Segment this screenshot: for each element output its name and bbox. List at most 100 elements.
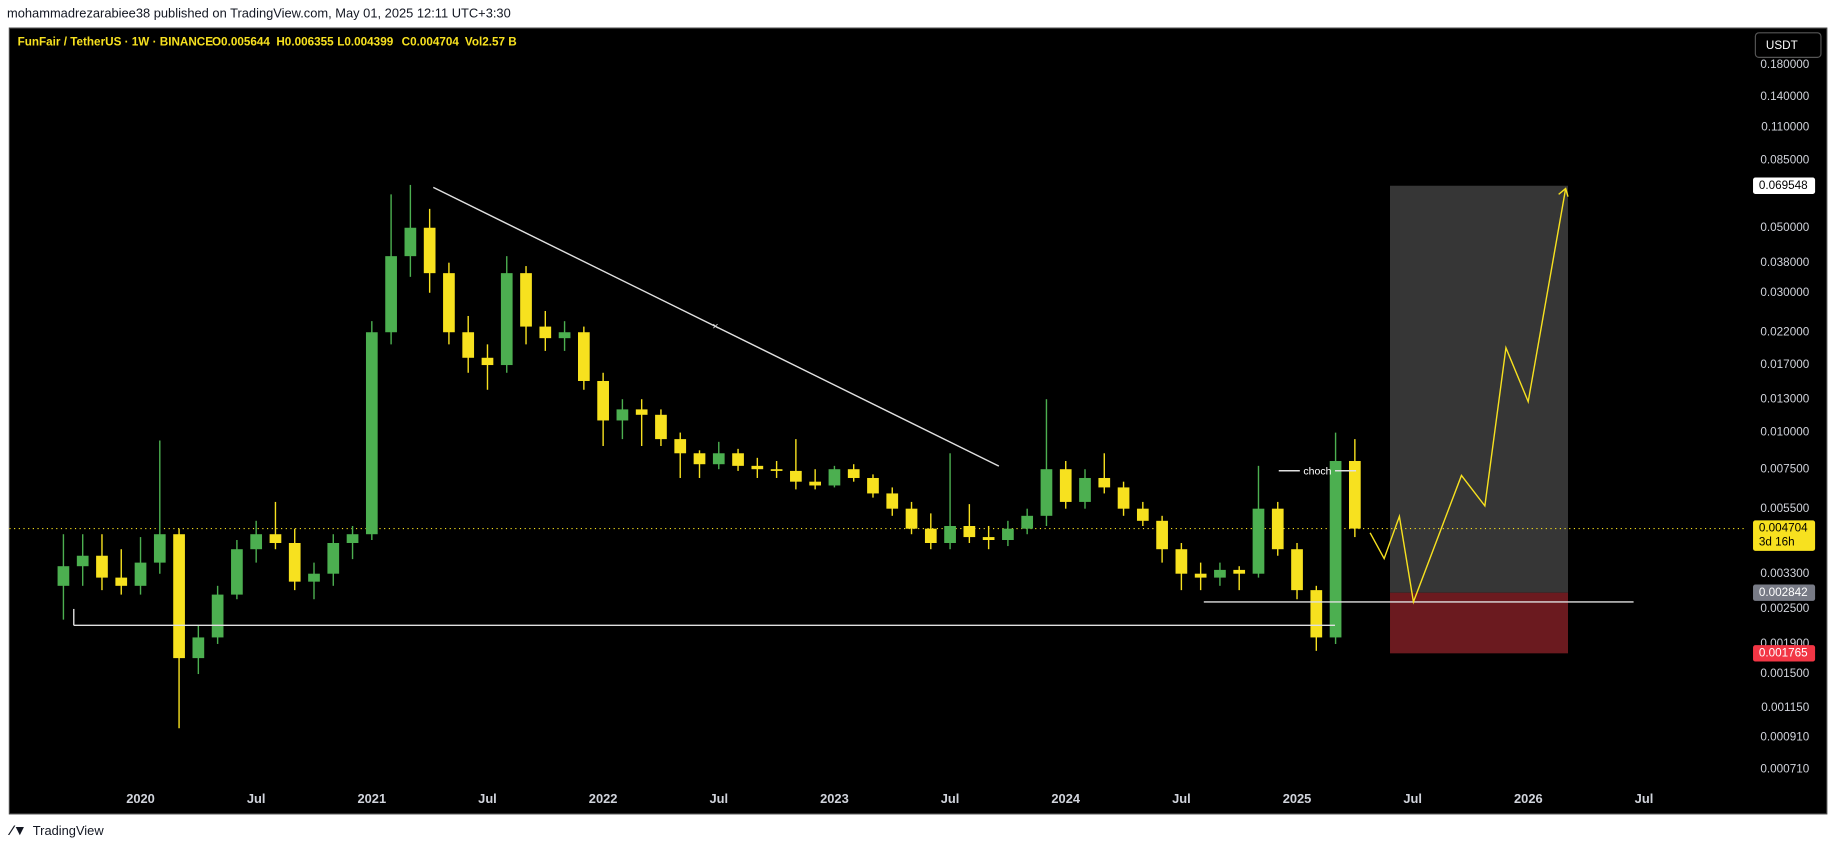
candle-body [1271, 508, 1284, 550]
x-tick-label: 2025 [1283, 791, 1312, 806]
candle-body [577, 332, 590, 381]
price-marker [1753, 584, 1816, 601]
y-tick-label: 0.001500 [1760, 667, 1809, 680]
candle-body [1194, 573, 1207, 578]
x-tick-label: Jul [1635, 791, 1654, 806]
candle-body [365, 332, 378, 535]
publish-line: mohammadrezarabiee38 published on Tradin… [7, 5, 511, 20]
y-tick-label: 0.000710 [1760, 762, 1809, 775]
x-tick-label: Jul [478, 791, 497, 806]
price-marker [1753, 177, 1816, 194]
candle-body [1233, 569, 1246, 574]
x-tick-label: Jul [709, 791, 728, 806]
candle-body [1175, 549, 1188, 574]
readout-item: H0.006355 [276, 35, 334, 48]
candle-body [1156, 520, 1168, 550]
candle-body [385, 256, 397, 333]
candle-body [96, 555, 108, 578]
y-tick-label: 0.013000 [1760, 392, 1809, 405]
y-tick-label: 0.038000 [1760, 256, 1809, 269]
candle-body [57, 566, 70, 586]
candle-body [828, 469, 841, 486]
readout-item: O0.005644 [212, 35, 270, 48]
price-marker-label: 0.002842 [1759, 586, 1808, 599]
y-tick-label: 0.180000 [1760, 58, 1809, 71]
readout-item: Vol2.57 B [465, 35, 517, 48]
candle-body [1098, 477, 1111, 488]
x-tick-label: 2022 [589, 791, 618, 806]
x-tick-label: Jul [247, 791, 266, 806]
candle-body [1291, 549, 1303, 591]
candle-body [327, 542, 340, 574]
y-tick-label: 0.140000 [1760, 90, 1809, 103]
candle-body [288, 542, 301, 582]
y-tick-label: 0.010000 [1760, 426, 1809, 439]
candle-body [809, 481, 822, 486]
candle-body [1329, 460, 1342, 638]
x-tick-label: 2021 [357, 791, 386, 806]
candle-body [790, 470, 802, 482]
x-tick-label: 2020 [126, 791, 155, 806]
price-marker-label: 0.004704 [1759, 522, 1808, 535]
candle-body [211, 594, 224, 638]
plot [9, 184, 1748, 729]
candle-body [250, 534, 263, 550]
y-tick-label: 0.003300 [1760, 567, 1809, 580]
y-tick-label: 0.005500 [1760, 502, 1809, 515]
trendline-handle: × [712, 321, 718, 333]
candle-body [635, 409, 648, 415]
y-tick-label: 0.110000 [1761, 120, 1809, 133]
y-tick-label: 0.017000 [1760, 358, 1809, 371]
x-tick-label: 2026 [1514, 791, 1543, 806]
y-tick-label: 0.030000 [1760, 286, 1809, 299]
candle-body [674, 439, 687, 454]
candle-body [1002, 528, 1014, 541]
candle-body [1349, 460, 1361, 529]
candle-body [770, 469, 783, 471]
candle-body [153, 534, 166, 563]
y-tick-label: 0.050000 [1760, 221, 1809, 234]
x-tick-label: 2024 [1051, 791, 1080, 806]
candle-body [539, 326, 552, 339]
readout-item: L0.004399 [337, 35, 393, 48]
candle-body [616, 409, 629, 421]
candle-body [982, 537, 995, 541]
candle-body [308, 573, 320, 582]
candle-body [404, 227, 417, 257]
price-marker [1753, 520, 1816, 551]
candle-body [192, 637, 205, 659]
currency-button[interactable] [1754, 32, 1822, 58]
candle-body [443, 273, 455, 333]
candle-body [712, 453, 725, 465]
candle-body [1079, 477, 1091, 502]
projection-arrow [1558, 187, 1569, 197]
currency-label[interactable]: USDT [1766, 39, 1798, 52]
candle-body [1040, 469, 1053, 516]
y-tick-label: 0.000910 [1760, 731, 1809, 744]
candle-body [481, 357, 494, 366]
price-marker [1753, 645, 1816, 662]
y-tick-label: 0.002500 [1760, 602, 1809, 615]
x-tick-label: Jul [1403, 791, 1422, 806]
candle-body [1310, 590, 1323, 638]
candle-body [1252, 508, 1265, 574]
target-zone [1390, 185, 1569, 593]
candle-body [655, 414, 667, 440]
candle-body [520, 273, 532, 327]
candle-body [76, 555, 89, 567]
candle-body [231, 549, 243, 595]
candle-body [1136, 508, 1149, 521]
candle-body [134, 562, 147, 586]
candle-body [1059, 469, 1072, 502]
y-tick-label: 0.085000 [1760, 153, 1809, 166]
candle-body [867, 477, 879, 494]
price-marker-label: 0.001765 [1759, 646, 1808, 659]
candle-body [597, 380, 609, 421]
candle-body [1117, 487, 1130, 509]
symbol: FunFair / TetherUS · 1W · BINANCE [18, 35, 214, 48]
x-tick-label: 2023 [820, 791, 849, 806]
candle-body [500, 273, 513, 366]
candle-body [732, 453, 744, 466]
